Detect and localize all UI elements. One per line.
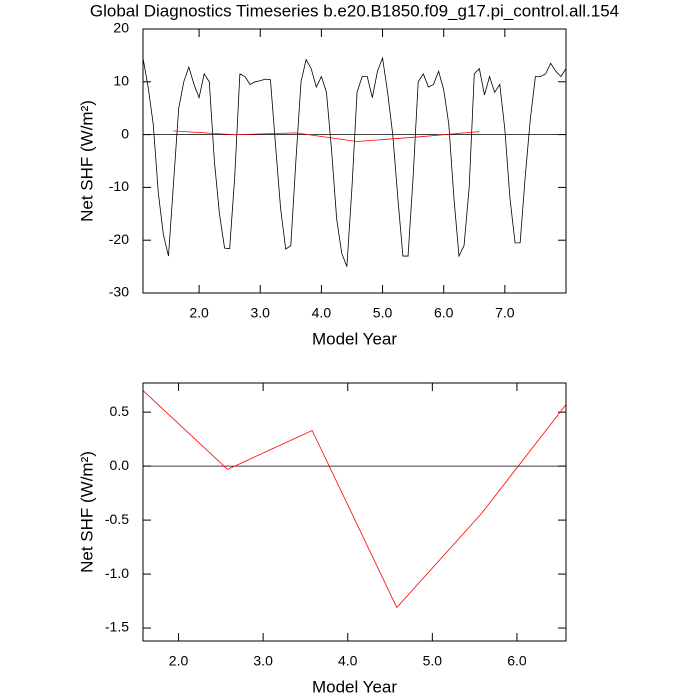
x-tick-label: 7.0 [495,305,515,321]
y-tick-label: -1.5 [105,619,129,635]
x-tick-label: 4.0 [312,305,332,321]
y-tick-label: -30 [109,284,129,300]
x-tick-label: 2.0 [189,305,209,321]
series-line [142,56,567,267]
x-tick-label: 3.0 [253,653,273,669]
x-tick-label: 6.0 [434,305,454,321]
y-tick-label: -1.0 [105,565,129,581]
x-tick-label: 5.0 [423,653,443,669]
y-tick-label: -10 [109,178,129,194]
x-tick-label: 4.0 [338,653,358,669]
y-tick-label: 10 [113,73,129,89]
x-tick-label: 3.0 [250,305,270,321]
series-line [173,130,480,142]
chart-title: Global Diagnostics Timeseries b.e20.B185… [90,1,619,20]
series-line [142,390,567,609]
y-tick-label: 0 [121,125,129,141]
plot-frame [142,28,567,294]
x-tick-label: 6.0 [507,653,527,669]
y-axis-title: Net SHF (W/m²) [77,451,96,573]
y-tick-label: 0.5 [110,403,130,419]
x-tick-label: 2.0 [169,653,189,669]
plot-frame [142,382,567,642]
y-tick-label: 0.0 [110,457,130,473]
x-axis-title: Model Year [312,677,397,696]
x-tick-label: 5.0 [373,305,393,321]
y-tick-label: -0.5 [105,511,129,527]
y-tick-label: 20 [113,20,129,36]
y-tick-label: -20 [109,231,129,247]
y-axis-title: Net SHF (W/m²) [77,100,96,222]
x-axis-title: Model Year [312,329,397,348]
